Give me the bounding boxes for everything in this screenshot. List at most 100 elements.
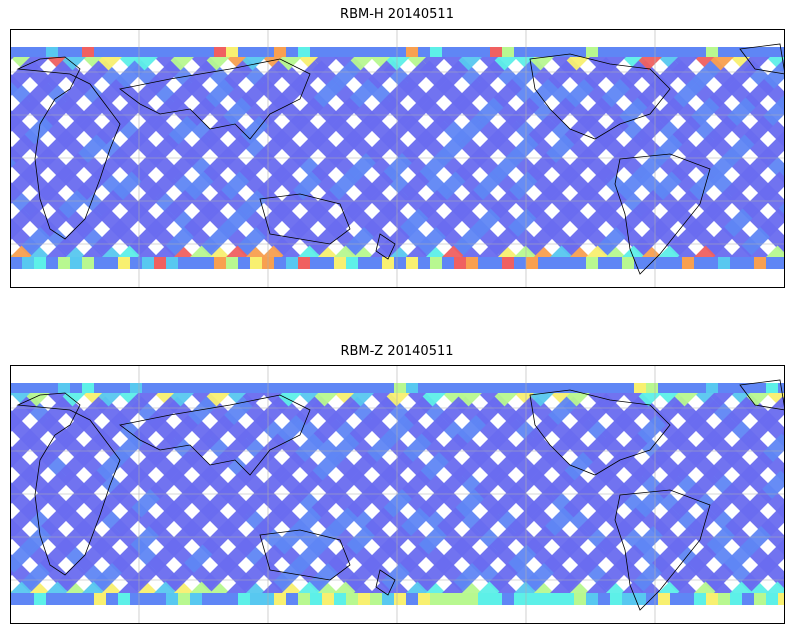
swath-cell bbox=[46, 383, 58, 393]
swath-cell bbox=[358, 47, 370, 57]
swath-segment bbox=[692, 396, 721, 425]
swath-segment bbox=[276, 116, 305, 145]
swath-cell bbox=[538, 593, 550, 605]
swath-cell bbox=[454, 257, 466, 269]
swath-segment bbox=[169, 79, 198, 108]
swath-segment bbox=[93, 563, 122, 592]
swath-cell bbox=[466, 593, 478, 605]
swath-cell bbox=[10, 593, 22, 605]
swath-segment bbox=[418, 190, 447, 219]
swath-cell bbox=[754, 593, 766, 605]
swath-segment bbox=[223, 433, 252, 462]
coastline bbox=[614, 489, 711, 611]
swath-segment bbox=[130, 190, 159, 219]
swath-segment bbox=[115, 97, 144, 126]
swath-segment bbox=[493, 415, 522, 444]
swath-cell bbox=[610, 383, 622, 393]
swath-segment bbox=[456, 116, 485, 145]
swath-segment bbox=[601, 79, 630, 108]
swath-cell bbox=[106, 257, 118, 269]
swath-cell bbox=[658, 257, 670, 269]
swath-segment bbox=[256, 544, 285, 573]
swath-cell bbox=[166, 47, 178, 57]
swath-segment bbox=[620, 60, 649, 89]
swath-cell bbox=[178, 593, 190, 605]
coastline bbox=[259, 529, 351, 581]
swath-segment bbox=[527, 489, 556, 518]
swath-segment bbox=[292, 208, 321, 237]
swath-segment bbox=[132, 452, 161, 481]
swath-cell bbox=[58, 383, 70, 393]
swath-segment bbox=[330, 134, 359, 163]
swath-segment bbox=[40, 208, 69, 237]
swath-segment bbox=[60, 452, 89, 481]
swath-segment bbox=[116, 60, 145, 89]
swath-cell bbox=[106, 47, 118, 57]
swath-segment bbox=[201, 227, 230, 256]
swath-cell bbox=[754, 47, 766, 57]
swath-cell bbox=[574, 593, 586, 605]
swath-segment bbox=[655, 433, 684, 462]
swath-segment bbox=[203, 153, 232, 182]
satellite-swaths bbox=[10, 47, 785, 269]
swath-segment bbox=[132, 116, 161, 145]
swath-segment bbox=[131, 489, 160, 518]
swath-segment bbox=[148, 544, 177, 573]
swath-cell bbox=[70, 383, 82, 393]
swath-cell bbox=[214, 593, 226, 605]
swath-segment bbox=[691, 433, 720, 462]
swath-segment bbox=[257, 171, 286, 200]
swath-segment bbox=[273, 563, 302, 592]
swath-segment bbox=[166, 526, 195, 555]
swath-segment bbox=[223, 97, 252, 126]
swath-segment bbox=[653, 171, 682, 200]
swath-cell bbox=[574, 257, 586, 269]
swath-cell bbox=[622, 257, 634, 269]
swath-segment bbox=[401, 507, 430, 536]
swath-cell bbox=[586, 593, 598, 605]
swath-segment bbox=[42, 470, 71, 499]
swath-segment bbox=[41, 507, 70, 536]
swath-segment bbox=[113, 171, 142, 200]
swath-cell bbox=[154, 383, 166, 393]
swath-cell bbox=[742, 593, 754, 605]
swath-segment bbox=[417, 563, 446, 592]
swath-segment bbox=[10, 507, 34, 536]
swath-segment bbox=[130, 526, 159, 555]
swath-cell bbox=[406, 257, 418, 269]
swath-segment bbox=[454, 190, 483, 219]
swath-segment bbox=[404, 60, 433, 89]
swath-segment bbox=[58, 526, 87, 555]
swath-cell bbox=[778, 593, 785, 605]
swath-segment bbox=[44, 396, 73, 425]
swath-segment bbox=[44, 60, 73, 89]
swath-segment bbox=[385, 79, 414, 108]
swath-segment bbox=[491, 153, 520, 182]
swath-segment bbox=[420, 116, 449, 145]
swath-segment bbox=[508, 208, 537, 237]
swath-segment bbox=[347, 489, 376, 518]
swath-segment bbox=[616, 544, 645, 573]
swath-segment bbox=[672, 116, 701, 145]
swath-cell bbox=[142, 383, 154, 393]
swath-cell bbox=[214, 383, 226, 393]
swath-segment bbox=[709, 79, 738, 108]
swath-segment bbox=[10, 433, 36, 462]
swath-segment bbox=[96, 116, 125, 145]
swath-cell bbox=[250, 257, 262, 269]
swath-cell bbox=[646, 593, 658, 605]
swath-segment bbox=[367, 433, 396, 462]
swath-cell bbox=[766, 383, 778, 393]
swath-cell bbox=[274, 383, 286, 393]
swath-segment bbox=[619, 97, 648, 126]
swath-segment bbox=[620, 396, 649, 425]
swath-cell bbox=[550, 47, 562, 57]
swath-cell bbox=[250, 593, 262, 605]
swath-segment bbox=[476, 60, 505, 89]
swath-cell bbox=[682, 593, 694, 605]
swath-cell bbox=[454, 383, 466, 393]
swath-segment bbox=[421, 415, 450, 444]
swath-cell bbox=[742, 383, 754, 393]
swath-cell bbox=[10, 47, 22, 57]
swath-cell bbox=[442, 593, 454, 605]
